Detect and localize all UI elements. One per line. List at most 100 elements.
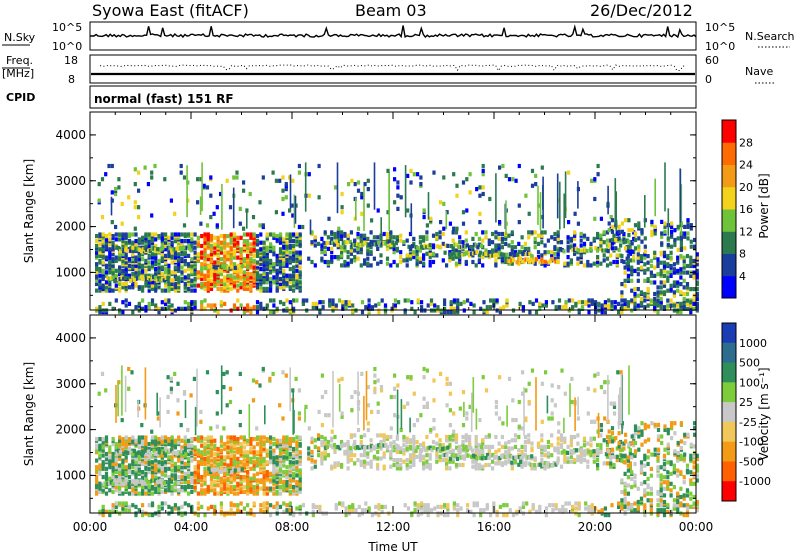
range-gate-cell [187, 281, 191, 287]
range-gate-cell [336, 461, 340, 466]
range-gate-cell [114, 298, 118, 303]
range-gate-cell [275, 443, 279, 448]
range-gate-cell [141, 509, 145, 514]
range-gate-cell [395, 458, 399, 463]
range-gate-cell [599, 246, 603, 251]
range-gate-cell [111, 509, 115, 514]
range-gate-cell [489, 513, 493, 518]
range-gate-cell [468, 251, 472, 256]
range-gate-cell [249, 286, 253, 291]
ytick-label: 4000 [55, 128, 86, 142]
range-gate-cell [523, 241, 527, 246]
range-gate-cell [134, 232, 138, 237]
range-gate-cell [412, 434, 416, 440]
range-gate-cell [415, 439, 419, 445]
range-gate-cell [485, 503, 489, 508]
range-gate-cell [150, 170, 154, 175]
range-gate-cell [366, 203, 370, 208]
range-gate-cell [275, 484, 279, 490]
colorbar-tick-label: 20 [739, 181, 753, 194]
range-gate-cell [672, 267, 676, 272]
range-gate-cell [180, 257, 184, 262]
range-gate-cell [318, 300, 322, 305]
range-gate-cell [187, 246, 191, 251]
range-gate-cell [114, 504, 118, 509]
range-gate-cell [420, 300, 424, 305]
range-gate-cell [343, 245, 347, 250]
range-gate-cell [101, 475, 105, 480]
vertical-streak [246, 211, 248, 229]
range-gate-cell [364, 501, 368, 506]
range-gate-cell [154, 463, 158, 468]
range-gate-cell [115, 245, 119, 250]
range-gate-cell [689, 303, 693, 308]
range-gate-cell [269, 503, 273, 508]
range-gate-cell [390, 306, 394, 311]
range-gate-cell [686, 231, 690, 236]
range-gate-cell [669, 250, 673, 255]
range-gate-cell [173, 461, 177, 466]
range-gate-cell [422, 238, 426, 243]
range-gate-cell [203, 445, 207, 450]
range-gate-cell [157, 265, 161, 270]
range-gate-cell [423, 243, 427, 248]
range-gate-cell [275, 455, 279, 460]
range-gate-cell [134, 267, 138, 272]
range-gate-cell [108, 242, 112, 247]
range-gate-cell [131, 458, 135, 463]
range-gate-cell [209, 273, 214, 278]
range-gate-cell [443, 250, 447, 255]
range-gate-cell [336, 230, 340, 235]
range-gate-cell [416, 513, 420, 518]
range-gate-cell [213, 303, 217, 308]
range-gate-cell [246, 239, 250, 244]
range-gate-cell [232, 232, 237, 237]
range-gate-cell [154, 243, 158, 249]
range-gate-cell [144, 460, 148, 465]
range-gate-cell [363, 449, 367, 454]
range-gate-cell [413, 310, 417, 315]
range-gate-cell [164, 460, 168, 465]
range-gate-cell [452, 310, 456, 315]
range-gate-cell [104, 280, 109, 285]
range-gate-cell [223, 301, 227, 306]
range-gate-cell [228, 205, 233, 210]
range-gate-cell [369, 263, 373, 268]
range-gate-cell [219, 488, 223, 493]
range-gate-cell [157, 310, 161, 315]
range-gate-cell [662, 268, 667, 273]
range-gate-cell [203, 266, 207, 271]
range-gate-cell [124, 508, 128, 513]
range-gate-cell [580, 305, 585, 310]
range-gate-cell [389, 235, 393, 240]
range-gate-cell [333, 235, 337, 240]
range-gate-cell [209, 252, 214, 257]
range-gate-cell [95, 306, 99, 311]
range-gate-cell [418, 240, 422, 245]
range-gate-cell [232, 280, 237, 285]
range-gate-cell [482, 300, 486, 305]
range-gate-cell [428, 251, 432, 256]
range-gate-cell [298, 486, 302, 491]
range-gate-cell [679, 246, 683, 251]
range-gate-cell [564, 501, 568, 506]
range-gate-cell [95, 234, 99, 239]
range-gate-cell [692, 258, 696, 264]
range-gate-cell [333, 185, 338, 190]
range-gate-cell [167, 455, 171, 460]
range-gate-cell [653, 280, 657, 285]
range-gate-cell [229, 237, 233, 242]
range-gate-cell [183, 281, 187, 287]
range-gate-cell [131, 470, 135, 475]
range-gate-cell [636, 303, 640, 308]
range-gate-cell [237, 264, 241, 269]
range-gate-cell [669, 273, 673, 278]
range-gate-cell [553, 236, 557, 241]
range-gate-cell [147, 273, 151, 278]
range-gate-cell [262, 306, 266, 311]
range-gate-cell [353, 238, 357, 243]
range-gate-cell [137, 257, 141, 262]
range-gate-cell [288, 255, 292, 260]
range-gate-cell [587, 303, 591, 308]
